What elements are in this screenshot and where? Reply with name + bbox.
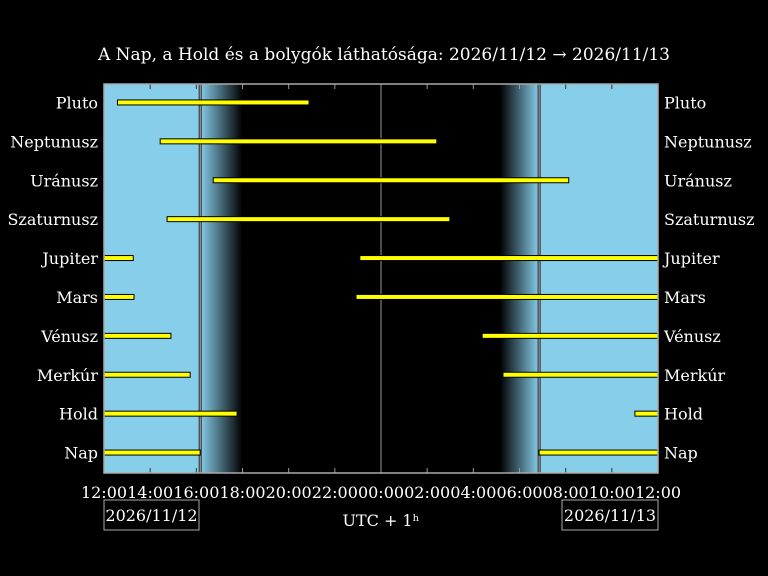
start-date-box [103, 499, 200, 531]
x-tick-label: 18:00 [219, 483, 265, 502]
row-label-left: Neptunusz [10, 132, 98, 151]
row-label-left: Pluto [56, 93, 98, 112]
row-label-left: Merkúr [37, 366, 99, 385]
row-label-right: Neptunusz [664, 132, 752, 151]
end-date-box [561, 499, 659, 531]
visibility-bar-Vénusz [481, 332, 659, 339]
row-label-left: Hold [59, 405, 98, 424]
visibility-bar-Nap [103, 449, 201, 456]
x-tick-label: 12:00 [81, 483, 127, 502]
x-tick-label: 14:00 [127, 483, 173, 502]
visibility-bar-Jupiter [103, 255, 134, 262]
dusk-twilight [200, 84, 243, 473]
day-region-end [539, 84, 658, 473]
visibility-bar-Nap [538, 449, 659, 456]
row-label-left: Uránusz [30, 171, 98, 190]
row-label-right: Nap [664, 444, 698, 463]
row-label-right: Jupiter [662, 249, 720, 268]
row-label-right: Uránusz [664, 171, 732, 190]
row-label-right: Pluto [664, 93, 706, 112]
row-label-right: Szaturnusz [664, 210, 755, 229]
row-label-right: Hold [664, 405, 703, 424]
row-label-left: Vénusz [40, 327, 98, 346]
visibility-bar-Mars [355, 293, 659, 300]
start-date-label: 2026/11/12 [105, 506, 197, 525]
visibility-bar-Vénusz [103, 332, 172, 339]
row-label-left: Szaturnusz [7, 210, 98, 229]
visibility-bar-Pluto [116, 99, 310, 106]
row-label-left: Nap [64, 444, 98, 463]
row-label-right: Mars [664, 288, 706, 307]
x-tick-label: 08:00 [543, 483, 589, 502]
visibility-bar-Jupiter [359, 255, 659, 262]
row-label-left: Jupiter [40, 249, 98, 268]
row-label-right: Vénusz [663, 327, 721, 346]
day-region-start [104, 84, 201, 473]
x-tick-label: 12:00 [635, 483, 681, 502]
x-tick-label: 22:00 [312, 483, 358, 502]
x-tick-label: 20:00 [266, 483, 312, 502]
visibility-bar-Merkúr [103, 371, 191, 378]
visibility-bar-Szaturnusz [166, 216, 451, 223]
x-tick-label: 06:00 [496, 483, 542, 502]
x-tick-label: 02:00 [404, 483, 450, 502]
visibility-bar-Hold [103, 410, 238, 417]
visibility-bar-Merkúr [502, 371, 659, 378]
row-label-right: Merkúr [664, 366, 726, 385]
end-date-label: 2026/11/13 [564, 506, 656, 525]
plot-frame [103, 83, 659, 474]
visibility-bar-Mars [103, 293, 135, 300]
x-tick-label: 04:00 [450, 483, 496, 502]
x-axis-label: UTC + 1ʰ [342, 511, 419, 530]
chart-title: A Nap, a Hold és a bolygók láthatósága: … [97, 45, 670, 65]
visibility-bar-Neptunusz [159, 138, 438, 145]
visibility-bar-Hold [634, 410, 659, 417]
visibility-bar-Uránusz [212, 177, 570, 184]
x-tick-label: 16:00 [173, 483, 219, 502]
row-label-left: Mars [56, 288, 98, 307]
dawn-twilight [499, 84, 540, 473]
x-tick-label: 00:00 [358, 483, 404, 502]
x-tick-label: 10:00 [589, 483, 635, 502]
